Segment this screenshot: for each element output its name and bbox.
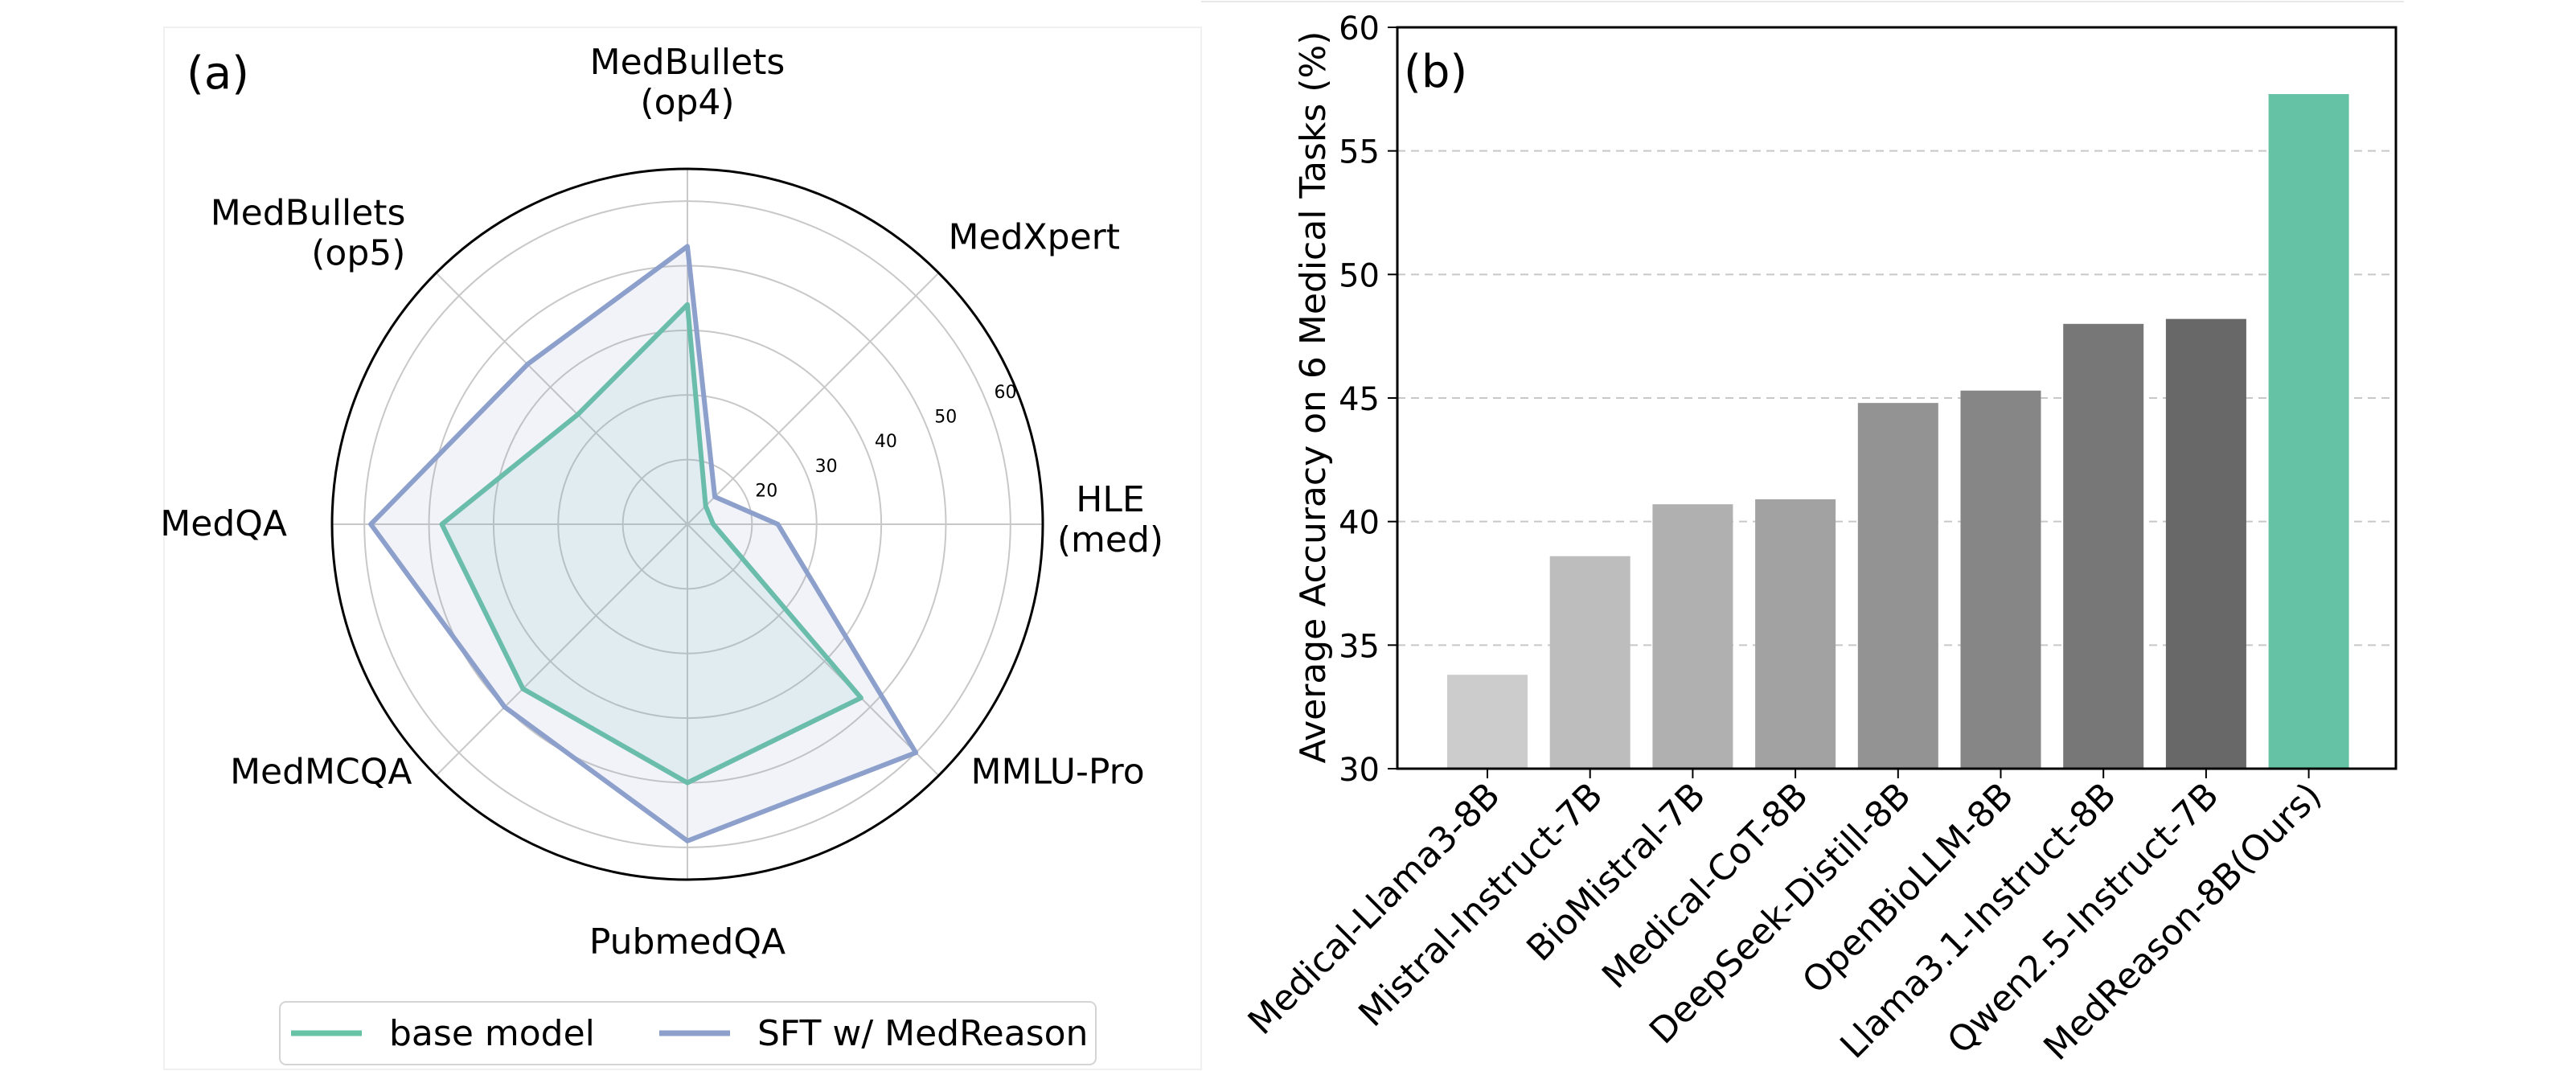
radar-axis-label: HLE (med): [1057, 479, 1163, 560]
bar: [2268, 93, 2349, 769]
radar-axis-label: MedBullets (op5): [211, 192, 406, 273]
radar-axis-label: MMLU-Pro: [971, 752, 1145, 793]
y-tick-label: 35: [1339, 628, 1380, 665]
bar-panel-label: (b): [1404, 46, 1467, 98]
radar-tick-label: 50: [934, 408, 957, 428]
radar-spoke: [687, 523, 940, 777]
bar: [1857, 403, 1938, 769]
radar-panel-label: (a): [187, 47, 249, 100]
x-tick-label: BioMistral-7B: [1519, 775, 1713, 970]
bar: [1652, 504, 1733, 769]
radar-series-base-model: [439, 302, 863, 786]
radar-axis-label: MedXpert: [949, 216, 1120, 257]
y-tick-label: 45: [1339, 381, 1380, 418]
bar: [1755, 499, 1836, 769]
y-tick-label: 40: [1339, 505, 1380, 542]
radar-tick-label: 60: [995, 383, 1017, 403]
y-tick-label: 55: [1339, 134, 1380, 171]
radar-spoke: [435, 523, 688, 777]
radar-spoke: [687, 272, 940, 525]
radar-axis-label: MedBullets (op4): [590, 42, 786, 123]
radar-tick-label: 40: [875, 432, 897, 452]
bar-plot-frame: [1396, 26, 2398, 770]
y-tick-label: 50: [1339, 257, 1380, 294]
y-tick-label: 30: [1339, 752, 1380, 789]
radar-outer-frame: [330, 167, 1044, 881]
radar-axis-label: PubmedQA: [589, 921, 786, 962]
bar: [2063, 323, 2144, 769]
legend-label-sft-medreason: SFT w/ MedReason: [757, 1013, 1088, 1054]
legend-label-base-model: base model: [389, 1013, 595, 1054]
legend: base model SFT w/ MedReason: [279, 1001, 1097, 1065]
bar: [1447, 675, 1528, 769]
radar-axis-label: MedMCQA: [230, 752, 412, 793]
y-tick-label: 60: [1339, 10, 1380, 47]
radar-chart: 20 30 40 50 60 MedBullets (op4) MedXpert HLE (med…: [160, 42, 1163, 962]
radar-series-sft-medreason: [368, 244, 919, 843]
bar-chart: 30354045505560Medical-Llama3-8BMistral-I…: [1241, 10, 2398, 1069]
y-axis-title: Average Accuracy on 6 Medical Tasks (%): [1293, 31, 1334, 764]
radar-tick-label: 20: [755, 481, 777, 501]
radar-spoke: [435, 272, 688, 525]
radar-axis-label: MedQA: [160, 503, 287, 544]
bar: [1960, 390, 2041, 769]
bar: [1549, 556, 1631, 769]
bar: [2165, 318, 2246, 769]
radar-tick-label: 30: [815, 457, 838, 477]
